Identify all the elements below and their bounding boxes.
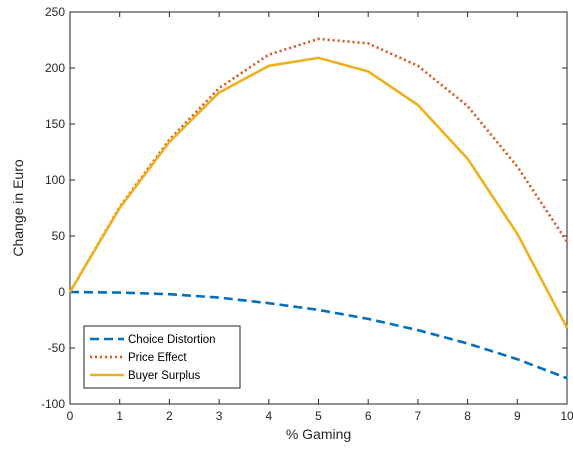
x-tick-label: 10 — [560, 409, 573, 423]
x-tick-label: 3 — [216, 409, 223, 423]
legend-label: Price Effect — [128, 352, 187, 364]
series-line-buyer-surplus — [68, 56, 569, 329]
y-tick-label: 200 — [45, 61, 65, 75]
x-tick-label: 6 — [365, 409, 372, 423]
series-line-price-effect — [68, 37, 569, 293]
x-tick-label: 7 — [415, 409, 422, 423]
y-tick-label: 50 — [52, 229, 66, 243]
x-axis: 0 1 2 3 4 5 6 7 8 9 10 — [67, 12, 573, 423]
y-tick-label: -100 — [41, 397, 65, 411]
legend-label: Choice Distortion — [128, 334, 216, 346]
y-tick-label: 0 — [58, 285, 65, 299]
y-axis-label: Change in Euro — [10, 159, 26, 257]
legend-label: Buyer Surplus — [128, 370, 200, 382]
x-tick-label: 1 — [116, 409, 123, 423]
legend: Choice Distortion Price Effect Buyer Surpl… — [83, 325, 241, 389]
x-tick-label: 4 — [265, 409, 272, 423]
x-axis-label: % Gaming — [286, 426, 351, 442]
y-tick-label: 250 — [45, 5, 65, 19]
y-tick-label: 150 — [45, 117, 65, 131]
x-tick-label: 2 — [166, 409, 173, 423]
y-axis: -100 -50 0 50 100 150 200 250 — [41, 5, 567, 411]
y-tick-label: -50 — [48, 341, 66, 355]
x-tick-label: 0 — [67, 409, 74, 423]
y-tick-label: 100 — [45, 173, 65, 187]
x-tick-label: 8 — [464, 409, 471, 423]
series-layer — [68, 37, 569, 380]
x-tick-label: 5 — [315, 409, 322, 423]
x-tick-label: 9 — [514, 409, 521, 423]
